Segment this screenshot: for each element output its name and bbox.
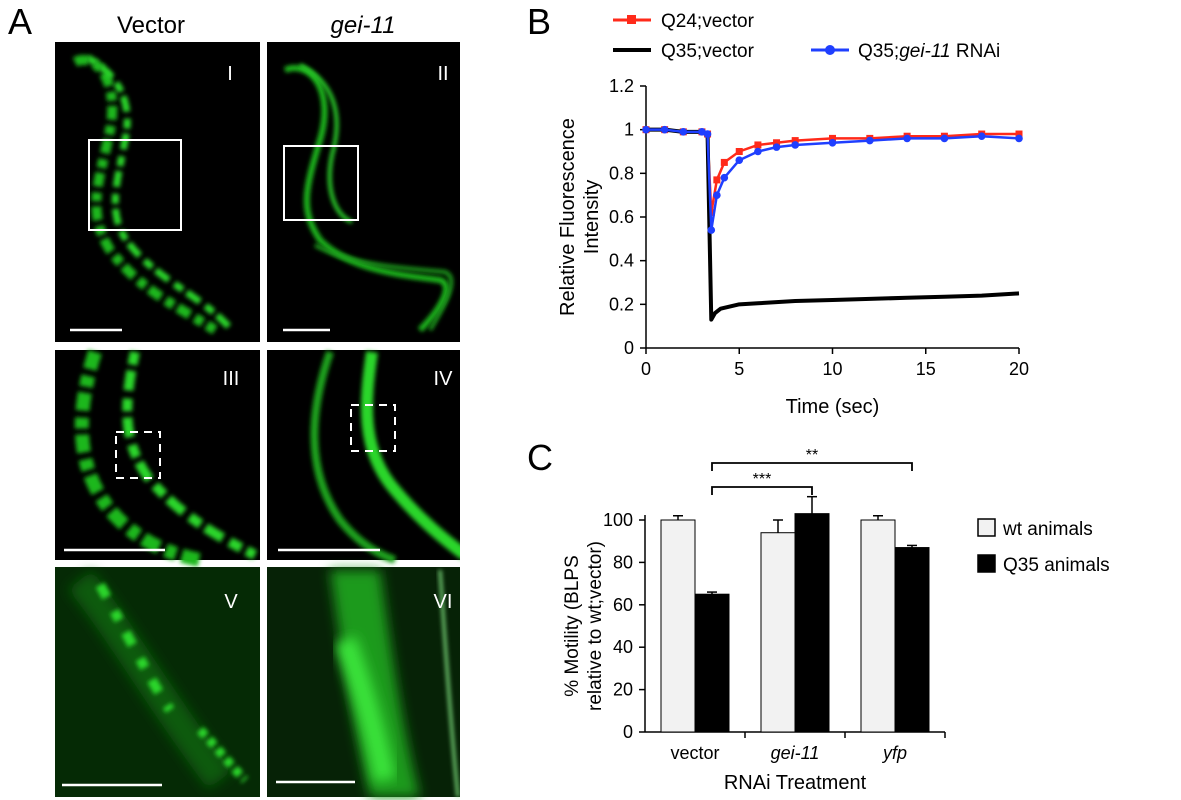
data-point [903, 134, 911, 143]
significance-bracket [711, 462, 913, 471]
y-axis-label-line2: Intensity [581, 180, 603, 254]
legend-entry-q35-vector: Q35;vector [613, 41, 755, 62]
significance-bracket [711, 486, 813, 495]
roi-box [115, 431, 161, 479]
data-point [772, 143, 781, 151]
data-point [720, 173, 729, 182]
y-tick-label: 20 [613, 680, 633, 700]
legend-swatch [977, 554, 996, 573]
bar-q35-animals [694, 593, 730, 733]
significance-label: ** [806, 447, 818, 464]
data-point [1015, 134, 1023, 143]
data-point [773, 139, 781, 147]
significance-label: *** [753, 471, 772, 488]
data-point [713, 176, 721, 184]
category-label: gei-11 [771, 743, 820, 763]
image-label-IV: IV [434, 368, 454, 390]
roi-box [350, 404, 396, 452]
data-point [828, 138, 837, 147]
legend-label: Q24;vector [661, 11, 755, 32]
column-title-gei11: gei-11 [330, 12, 396, 39]
data-point [977, 132, 986, 141]
bar-q35-animals [894, 547, 930, 733]
data-point [829, 134, 836, 142]
data-point [1015, 130, 1023, 138]
data-point [642, 125, 650, 134]
y-tick-label: 100 [603, 510, 633, 530]
data-point [791, 141, 799, 149]
x-tick-label: 0 [641, 359, 651, 379]
y-tick-label: 0.4 [609, 251, 634, 271]
series-line-1 [646, 127, 1020, 322]
legend-label: Q35;gei-11 RNAi [858, 41, 1000, 62]
chart-c-legend: wt animals Q35 animals [977, 518, 1110, 576]
x-tick-label: 5 [734, 359, 744, 379]
bar-wt-animals [860, 519, 896, 733]
column-title-vector: Vector [116, 12, 186, 39]
legend-label: Q35 animals [1003, 555, 1110, 576]
data-point [735, 156, 744, 165]
image-label-III: III [223, 368, 240, 390]
data-point [735, 148, 743, 155]
legend-entry-q24-vector: Q24;vector [613, 11, 755, 32]
y-tick-label: 0.2 [609, 294, 634, 314]
y-tick-label: 0.8 [609, 163, 634, 183]
panel-label-c: C [527, 437, 553, 478]
y-tick-label: 40 [613, 637, 633, 657]
data-point [707, 226, 716, 234]
micrograph-VI: VI [267, 567, 460, 798]
data-point [713, 191, 721, 199]
legend-swatch [977, 518, 996, 537]
y-tick-label: 1.2 [609, 76, 634, 96]
y-axis-label-line2: relative to wt;vector) [585, 541, 606, 711]
image-label-II: II [437, 63, 448, 85]
bar-q35-animals [794, 513, 830, 733]
category-label: vector [670, 743, 719, 763]
data-point [720, 158, 728, 166]
x-tick-label: 20 [1009, 359, 1029, 379]
roi-box [283, 145, 359, 221]
data-point [866, 136, 874, 145]
micrograph-III: III [55, 349, 260, 567]
micrograph-I: I [55, 42, 260, 342]
legend-label: Q35;vector [661, 41, 755, 62]
y-tick-label: 80 [613, 552, 633, 572]
micrograph-IV: IV [267, 350, 460, 564]
data-point [703, 130, 712, 138]
image-label-VI: VI [434, 591, 453, 613]
micrograph-grid: I II III IV V [55, 42, 460, 798]
image-label-V: V [224, 591, 238, 613]
y-tick-label: 1 [624, 120, 634, 140]
legend-entry-q35-gei11: Q35;gei-11 RNAi [811, 41, 1000, 62]
x-tick-label: 10 [822, 359, 842, 379]
x-axis-label: Time (sec) [786, 396, 880, 418]
y-tick-label: 0 [623, 722, 633, 742]
bar-wt-animals [760, 532, 796, 733]
y-tick-label: 60 [613, 595, 633, 615]
panel-label-b: B [527, 1, 552, 42]
frap-line-chart: Q24;vector Q35;vector Q35;gei-11 RNAi 00… [557, 11, 1029, 418]
y-axis-label-line1: % Motility (BLPS [562, 555, 583, 696]
bar-wt-animals [660, 519, 696, 733]
legend-label: wt animals [1002, 519, 1093, 540]
chart-b-legend: Q24;vector Q35;vector Q35;gei-11 RNAi [613, 11, 1000, 62]
data-point [791, 137, 799, 145]
x-axis-label: RNAi Treatment [724, 772, 867, 794]
data-point [754, 141, 762, 149]
micrograph-II: II [267, 42, 460, 342]
image-label-I: I [227, 63, 233, 85]
data-point [754, 147, 762, 156]
x-tick-label: 15 [916, 359, 936, 379]
y-tick-label: 0.6 [609, 207, 634, 227]
panel-label-a: A [8, 1, 33, 42]
category-label: yfp [881, 743, 907, 763]
roi-box [88, 139, 182, 231]
data-point [679, 128, 688, 136]
data-point [660, 125, 669, 134]
data-point [940, 134, 949, 143]
y-tick-label: 0 [624, 338, 634, 358]
micrograph-V: V [55, 567, 260, 797]
y-axis-label-line1: Relative Fluorescence [557, 118, 579, 316]
